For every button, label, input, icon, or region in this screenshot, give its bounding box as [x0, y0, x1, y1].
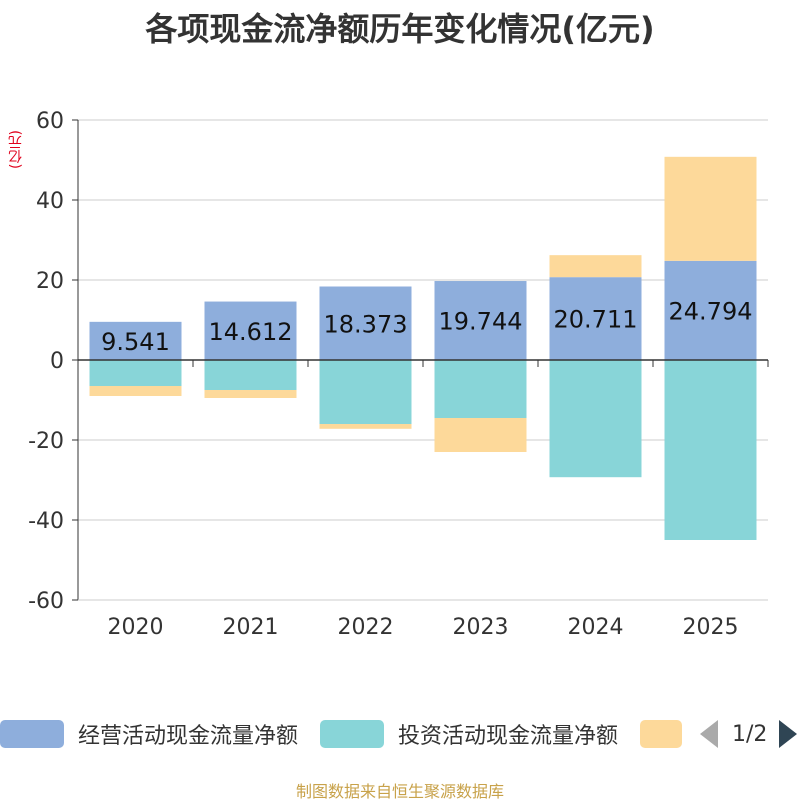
x-tick-label: 2020 [108, 615, 164, 640]
bar-series0-2024 [549, 277, 642, 360]
y-tick-label: 0 [50, 349, 64, 374]
data-label-2022: 18.373 [324, 310, 408, 338]
legend-swatch-financing [640, 720, 682, 748]
bar-series0-2021 [204, 301, 297, 360]
legend-next-arrow-icon[interactable] [779, 720, 798, 748]
legend: 经营活动现金流量净额 投资活动现金流量净额 [0, 716, 800, 752]
bar-series2-2025 [664, 156, 757, 261]
data-label-2023: 19.744 [439, 308, 523, 336]
bar-series0-2023 [434, 281, 527, 360]
y-tick-label: -60 [28, 589, 64, 614]
data-label-2024: 20.711 [554, 306, 638, 334]
legend-swatch-operating [0, 720, 64, 748]
data-label-2025: 24.794 [669, 297, 753, 325]
y-tick-label: 20 [36, 269, 64, 294]
legend-label-operating: 经营活动现金流量净额 [78, 724, 299, 749]
y-tick-label: 40 [36, 189, 64, 214]
bar-series1-2023 [434, 360, 527, 418]
legend-swatch-investing [320, 720, 384, 748]
bar-series2-2024 [549, 255, 642, 278]
legend-item-operating[interactable]: 经营活动现金流量净额 [0, 716, 298, 752]
bar-series2-2022 [319, 424, 412, 429]
x-tick-label: 2025 [683, 615, 739, 640]
bar-series1-2021 [204, 360, 297, 390]
x-tick-label: 2022 [338, 615, 394, 640]
x-tick-label: 2021 [223, 615, 279, 640]
legend-prev-arrow-icon[interactable] [700, 720, 718, 748]
x-tick-label: 2023 [453, 615, 509, 640]
bar-series1-2022 [319, 360, 412, 424]
data-label-2021: 14.612 [209, 318, 293, 346]
chart-title: 各项现金流净额历年变化情况(亿元) [145, 10, 655, 48]
bar-series1-2020 [89, 360, 182, 386]
legend-item-investing[interactable]: 投资活动现金流量净额 [320, 716, 618, 752]
legend-page-indicator: 1/2 [732, 721, 768, 747]
legend-label-investing: 投资活动现金流量净额 [398, 724, 619, 749]
y-tick-label: -20 [28, 429, 64, 454]
data-label-2020: 9.541 [101, 328, 170, 356]
data-source-note: 制图数据来自恒生聚源数据库 [295, 782, 504, 801]
bar-series0-2020 [89, 321, 182, 360]
legend-pager: 1/2 [700, 716, 798, 752]
bar-series1-2025 [664, 360, 757, 540]
bar-series2-2023 [434, 418, 527, 452]
y-tick-label: 60 [36, 109, 64, 134]
y-tick-label: -40 [28, 509, 64, 534]
bar-series1-2024 [549, 360, 642, 478]
x-tick-label: 2024 [568, 615, 624, 640]
bar-series2-2021 [204, 390, 297, 398]
bar-series0-2025 [664, 260, 757, 360]
bar-series2-2020 [89, 386, 182, 396]
legend-item-financing[interactable] [640, 716, 696, 752]
bar-series0-2022 [319, 286, 412, 360]
chart-plot: 60 40 20 0 -20 -40 -60 9.541 14.612 18.373 19.744 2… [28, 109, 769, 640]
